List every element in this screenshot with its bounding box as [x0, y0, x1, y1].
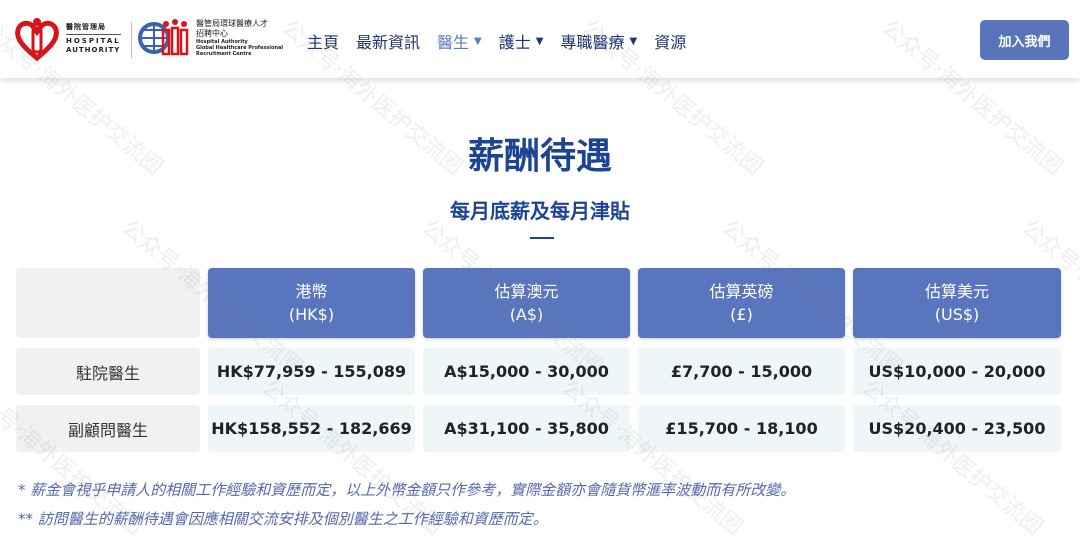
- row-label-associate-consultant: 副顧問醫生: [16, 405, 200, 452]
- table-cell: £7,700 - 15,000: [638, 348, 845, 395]
- nav-item-resources[interactable]: 資源: [654, 33, 687, 52]
- chevron-down-icon: ▼: [629, 35, 638, 47]
- nav-item-news[interactable]: 最新資訊: [356, 33, 421, 52]
- hospital-authority-logo[interactable]: 醫院管理局 HOSPITAL AUTHORITY: [14, 16, 121, 62]
- column-header-hkd: 港幣 (HK$): [208, 268, 415, 338]
- logo-text-en3: Recruitment Centre: [196, 51, 252, 57]
- page-title: 薪酬待遇: [467, 136, 612, 177]
- logo-text-en1: HOSPITAL: [66, 37, 121, 45]
- chevron-down-icon: ▼: [535, 35, 544, 47]
- logo-text-zh: 醫院管理局: [66, 23, 121, 35]
- main-nav: 主頁 最新資訊 醫生 ▼ 護士 ▼ 專職醫療 ▼ 資源: [307, 29, 703, 53]
- chevron-down-icon: ▼: [474, 35, 482, 47]
- column-header-gbp: 估算英磅 (£): [638, 268, 845, 338]
- logo-divider: [131, 22, 132, 58]
- nav-item-home[interactable]: 主頁: [307, 33, 340, 52]
- column-header-aud: 估算澳元 (A$): [423, 268, 630, 338]
- section-subtitle: 每月底薪及每月津貼: [450, 199, 630, 223]
- heart-logo-icon: [15, 18, 59, 62]
- table-corner: [16, 268, 200, 338]
- column-header-usd: 估算美元 (US$): [853, 268, 1061, 338]
- logo-text-zh1: 醫管局環球醫療人才: [196, 19, 268, 28]
- footnote-1: * 薪金會視乎申請人的相關工作經驗和資歷而定，以上外幣金額只作參考，實際金額亦會…: [18, 481, 796, 499]
- table-cell: US$20,400 - 23,500: [853, 405, 1061, 452]
- table-cell: HK$77,959 - 155,089: [208, 348, 415, 395]
- watermark-text: 公众号·海外医护交流圈: [556, 375, 747, 541]
- table-cell: £15,700 - 18,100: [638, 405, 845, 452]
- table-cell: US$10,000 - 20,000: [853, 348, 1061, 395]
- table-cell: A$15,000 - 30,000: [423, 348, 630, 395]
- nav-item-nurses[interactable]: 護士 ▼: [498, 33, 544, 52]
- table-cell: A$31,100 - 35,800: [423, 405, 630, 452]
- globe-people-logo-icon: [138, 19, 189, 56]
- watermark-text: 公众号·海外医护交流圈: [856, 375, 1047, 541]
- title-divider: [530, 237, 554, 239]
- nav-item-allied-health[interactable]: 專職醫療 ▼: [560, 33, 638, 52]
- row-label-resident: 駐院醫生: [16, 348, 200, 395]
- nav-item-doctors[interactable]: 醫生 ▼: [437, 33, 482, 52]
- join-us-button[interactable]: 加入我們: [980, 20, 1069, 60]
- footnote-2: ** 訪問醫生的薪酬待遇會因應相關交流安排及個別醫生之工作經驗和資歷而定。: [18, 510, 548, 528]
- table-cell: HK$158,552 - 182,669: [208, 405, 415, 452]
- logo-text-zh2: 招聘中心: [196, 29, 228, 38]
- logo-text-en1: Hospital Authority: [196, 39, 248, 45]
- logo-text-en2: Global Healthcare Professional: [196, 45, 284, 51]
- ghprc-logo[interactable]: 醫管局環球醫療人才 招聘中心 Hospital Authority Global…: [138, 16, 283, 60]
- logo-text-en2: AUTHORITY: [66, 46, 121, 54]
- site-header: 醫院管理局 HOSPITAL AUTHORITY 醫管局環球醫療人才 招聘中心 …: [0, 0, 1080, 78]
